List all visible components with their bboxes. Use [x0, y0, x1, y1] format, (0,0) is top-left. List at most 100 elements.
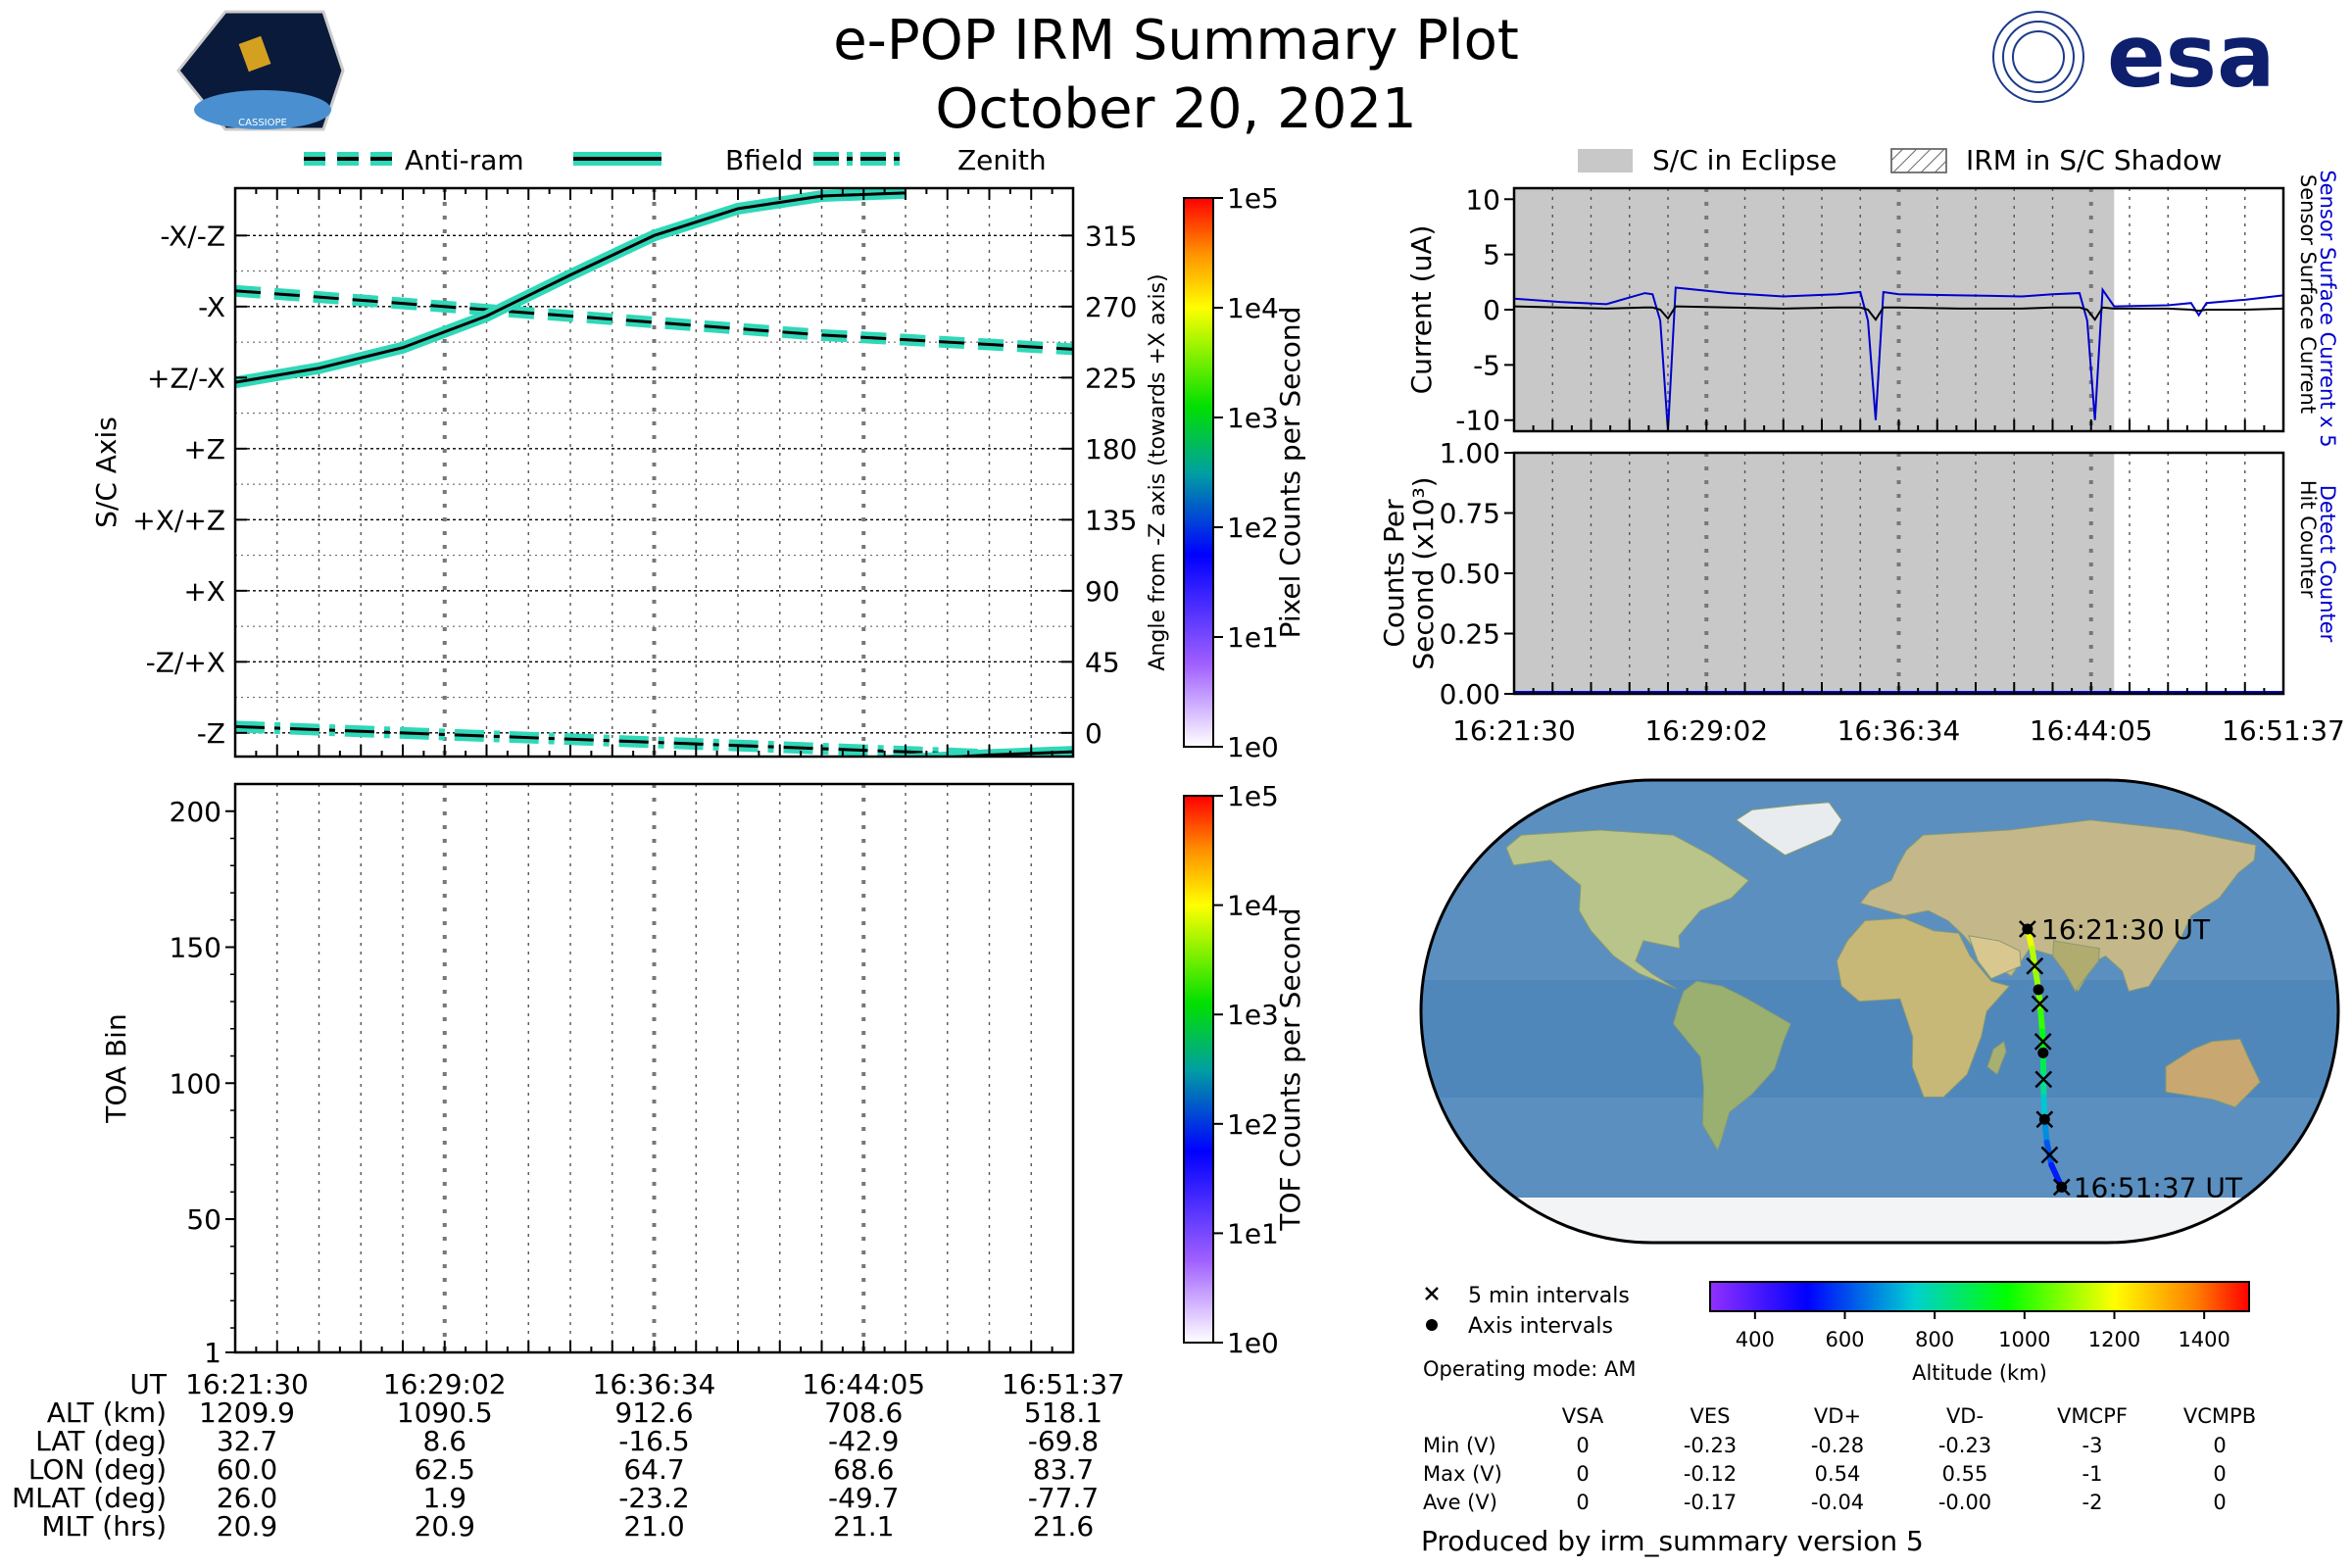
- counts-ytick-label: 0.75: [1440, 498, 1500, 530]
- table-cell: 21.6: [1033, 1510, 1094, 1543]
- voltage-row-label: Min (V): [1423, 1434, 1496, 1457]
- voltage-cell: -0.23: [1684, 1434, 1737, 1457]
- toa-ytick-label: 1: [204, 1337, 221, 1369]
- attitude-ytick-label: +Z/-X: [147, 362, 225, 394]
- tof-cb-label: 1e2: [1227, 1108, 1279, 1141]
- toa-ytick-label: 150: [170, 932, 221, 964]
- legend-shadow-border: [1890, 148, 1947, 173]
- table-cell: -49.7: [828, 1482, 899, 1514]
- table-cell: 21.1: [833, 1510, 894, 1543]
- toa-ytick-label: 200: [170, 796, 221, 828]
- table-cell: 20.9: [217, 1510, 277, 1543]
- legend-eclipse-label: S/C in Eclipse: [1652, 144, 1837, 176]
- altitude-colorbar: 400 600 800 1000 1200 1400 Altitude (km): [1709, 1281, 2250, 1385]
- map-africa: [1836, 917, 2011, 1098]
- counts-xtick-label: 16:29:02: [1644, 714, 1768, 747]
- legend-shadow-swatch: [1890, 148, 1947, 173]
- counts-ytick-label: 0.00: [1440, 678, 1500, 710]
- table-cell: -42.9: [828, 1425, 899, 1457]
- tof-cb-label: 1e5: [1227, 780, 1279, 812]
- map-end-label: 16:51:37 UT: [2074, 1171, 2243, 1203]
- legend-5min-marker: [1425, 1287, 1439, 1300]
- attitude-ytick-label: -X/-Z: [160, 220, 225, 252]
- voltage-header: VCMPB: [2183, 1404, 2256, 1428]
- table-cell: 16:51:37: [1002, 1368, 1125, 1400]
- map-greenland: [1735, 802, 1842, 857]
- eclipse-legend: S/C in Eclipse IRM in S/C Shadow: [1578, 144, 2222, 176]
- counts-ytick-label: 0.25: [1440, 618, 1500, 651]
- voltage-cell: 0.54: [1815, 1462, 1861, 1486]
- map-border: [1419, 778, 2340, 1245]
- attitude-y2label: Angle from -Z axis (towards +X axis): [1146, 273, 1170, 670]
- table-row-label: MLT (hrs): [41, 1510, 167, 1543]
- counts-xtick-label: 16:44:05: [2030, 714, 2153, 747]
- pixel-cb-title: Pixel Counts per Second: [1274, 307, 1306, 639]
- table-cell: 32.7: [217, 1425, 277, 1457]
- legend-label-anti-ram: Anti-ram: [405, 144, 524, 176]
- pixel-cb-label: 1e3: [1227, 402, 1279, 434]
- voltage-header: VSA: [1562, 1404, 1604, 1428]
- attitude-y2tick-label: 135: [1085, 504, 1137, 536]
- table-cell: 68.6: [833, 1453, 894, 1486]
- tof-cb-label: 1e3: [1227, 999, 1279, 1031]
- current-y2label: Sensor Surface Current: [2296, 174, 2320, 414]
- voltage-header: VES: [1690, 1404, 1731, 1428]
- attitude-y2tick-label: 90: [1085, 575, 1120, 608]
- current-ytick-label: -5: [1473, 349, 1500, 381]
- altitude-tick-label: 800: [1915, 1328, 1954, 1351]
- map-axis-marker: [2056, 1181, 2068, 1193]
- attitude-y2tick-label: 0: [1085, 717, 1102, 750]
- altitude-tick-label: 1200: [2088, 1328, 2140, 1351]
- current-ytick-label: 0: [1483, 294, 1500, 326]
- table-row-label: LAT (deg): [35, 1425, 167, 1457]
- attitude-series-bfield: [235, 191, 906, 384]
- attitude-ytick-label: -Z: [197, 717, 225, 750]
- cassiope-logo-text: CASSIOPE: [238, 118, 287, 128]
- footer-text: Produced by irm_summary version 5: [1421, 1525, 1924, 1557]
- voltage-cell: -0.17: [1684, 1491, 1737, 1514]
- table-cell: 16:29:02: [383, 1368, 507, 1400]
- voltage-row-label: Max (V): [1423, 1462, 1502, 1486]
- current-series-surface-x5: [1514, 286, 2283, 431]
- map-5min-marker: [2034, 1032, 2052, 1051]
- attitude-legend: Anti-ram Bfield Zenith: [304, 144, 1047, 176]
- voltage-table: VSA VES VD+ VD- VMCPF VCMPB Min (V) 0 -0.23 -0.28…: [1423, 1404, 2256, 1514]
- page-subtitle: October 20, 2021: [935, 77, 1417, 141]
- map-india: [2052, 940, 2100, 993]
- table-cell: -23.2: [618, 1482, 689, 1514]
- voltage-row-label: Ave (V): [1423, 1491, 1497, 1514]
- counts-ylabel2: Second (x10³): [1407, 476, 1440, 669]
- table-cell: 83.7: [1033, 1453, 1094, 1486]
- current-series-surface: [1514, 305, 2283, 321]
- map-track-segment: [2029, 945, 2039, 977]
- current-ytick-label: -10: [1455, 405, 1500, 437]
- table-cell: 912.6: [614, 1396, 693, 1429]
- esa-logo: esa: [1992, 6, 2275, 107]
- altitude-label: Altitude (km): [1912, 1361, 2047, 1385]
- current-ylabel: Current (uA): [1405, 225, 1438, 395]
- map-legend: 5 min intervals Axis intervals Operating m…: [1423, 1284, 1636, 1381]
- map-track-segment: [2037, 1008, 2046, 1035]
- attitude-ylabel: S/C Axis: [90, 416, 122, 528]
- attitude-y2tick-label: 180: [1085, 433, 1137, 466]
- counts-y2label-hit: Hit Counter: [2296, 480, 2320, 599]
- pixel-cb-label: 1e1: [1227, 621, 1279, 654]
- voltage-cell: 0: [1576, 1491, 1589, 1514]
- voltage-cell: 0: [2213, 1434, 2226, 1457]
- counts-ytick-label: 0.50: [1440, 558, 1500, 590]
- altitude-tick-label: 400: [1736, 1328, 1775, 1351]
- table-cell: 21.0: [623, 1510, 684, 1543]
- current-y2label-x5: Sensor Surface Current x 5: [2316, 170, 2339, 447]
- attitude-ytick-label: +X: [183, 575, 225, 608]
- voltage-cell: 0: [1576, 1462, 1589, 1486]
- counts-xtick-label: 16:36:34: [1838, 714, 1961, 747]
- pixel-cb-label: 1e4: [1227, 292, 1279, 324]
- counts-y2label-detect: Detect Counter: [2316, 485, 2339, 643]
- voltage-header: VMCPF: [2057, 1404, 2128, 1428]
- table-row-label: MLAT (deg): [12, 1482, 167, 1514]
- table-cell: 1.9: [422, 1482, 466, 1514]
- attitude-ytick-label: +Z: [183, 433, 225, 466]
- table-cell: -69.8: [1028, 1425, 1099, 1457]
